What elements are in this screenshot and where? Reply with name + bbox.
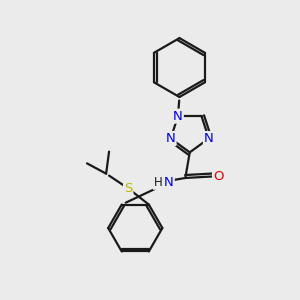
Text: N: N: [164, 176, 174, 189]
Text: O: O: [213, 170, 224, 183]
Text: N: N: [204, 132, 214, 145]
Text: S: S: [124, 182, 132, 195]
Text: H: H: [154, 176, 162, 189]
Text: N: N: [166, 132, 175, 145]
Text: N: N: [173, 110, 183, 123]
